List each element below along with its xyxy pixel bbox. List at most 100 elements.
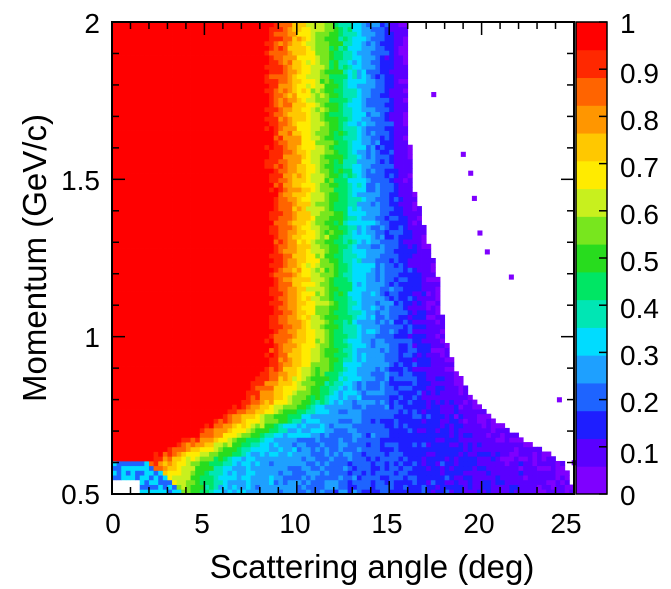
heatmap-cell	[236, 409, 242, 415]
heatmap-cell	[324, 295, 330, 301]
heatmap-cell	[453, 432, 459, 438]
heatmap-cell	[467, 475, 473, 481]
heatmap-cell	[282, 489, 288, 495]
heatmap-cell	[472, 404, 478, 410]
heatmap-cell	[352, 210, 358, 216]
heatmap-cell	[135, 291, 141, 297]
heatmap-cell	[259, 357, 265, 363]
heatmap-cell	[259, 243, 265, 249]
heatmap-cell	[315, 465, 321, 471]
heatmap-cell	[352, 224, 358, 231]
heatmap-cell	[361, 338, 367, 344]
heatmap-cell	[232, 418, 238, 424]
heatmap-cell	[467, 399, 473, 405]
heatmap-cell	[245, 295, 251, 301]
heatmap-cell	[343, 442, 349, 448]
heatmap-cell	[421, 319, 427, 325]
heatmap-cell	[241, 394, 247, 400]
heatmap-cell	[121, 239, 127, 245]
heatmap-cell	[324, 437, 330, 443]
heatmap-cell	[329, 380, 335, 386]
heatmap-cell	[259, 409, 265, 415]
heatmap-cell	[509, 484, 515, 490]
heatmap-cell	[486, 451, 492, 457]
heatmap-cell	[264, 385, 270, 391]
heatmap-cell	[416, 328, 422, 334]
heatmap-cell	[282, 376, 288, 382]
heatmap-cell	[310, 324, 316, 330]
heatmap-cell	[315, 258, 321, 264]
heatmap-cell	[139, 394, 145, 400]
heatmap-cell	[273, 413, 279, 419]
heatmap-cell	[472, 479, 478, 485]
heatmap-cell	[185, 262, 191, 268]
heatmap-cell	[403, 366, 409, 372]
heatmap-cell	[153, 489, 159, 495]
heatmap-cell	[352, 286, 358, 292]
heatmap-cell	[130, 437, 136, 443]
heatmap-cell	[218, 489, 224, 495]
heatmap-cell	[181, 475, 187, 481]
heatmap-cell	[176, 286, 182, 292]
heatmap-cell	[139, 272, 145, 278]
heatmap-cell	[329, 291, 335, 297]
heatmap-cell	[213, 380, 219, 386]
heatmap-cell	[306, 272, 312, 278]
heatmap-cell	[329, 328, 335, 334]
heatmap-cell	[213, 206, 219, 212]
heatmap-cell	[158, 475, 164, 481]
heatmap-cell	[222, 239, 228, 245]
heatmap-cell	[306, 390, 312, 396]
heatmap-cell	[458, 376, 464, 382]
heatmap-cell	[185, 347, 191, 353]
heatmap-cell	[209, 409, 215, 415]
heatmap-cell	[315, 475, 321, 481]
heatmap-cell	[421, 352, 427, 358]
heatmap-cell	[398, 352, 404, 358]
heatmap-cell	[403, 210, 409, 216]
heatmap-cell	[218, 196, 224, 202]
heatmap-cell	[324, 201, 330, 207]
heatmap-cell	[426, 361, 432, 367]
heatmap-cell	[292, 380, 298, 386]
heatmap-cell	[199, 210, 205, 216]
heatmap-cell	[185, 390, 191, 396]
heatmap-cell	[250, 234, 256, 240]
heatmap-cell	[375, 324, 381, 330]
heatmap-cell	[135, 371, 141, 377]
heatmap-cell	[490, 489, 496, 495]
heatmap-cell	[227, 286, 233, 292]
heatmap-cell	[148, 404, 154, 410]
heatmap-cell	[172, 404, 178, 410]
heatmap-cell	[213, 342, 219, 349]
heatmap-cell	[301, 432, 307, 438]
heatmap-cell	[310, 281, 316, 287]
heatmap-cell	[361, 267, 367, 273]
heatmap-cell	[426, 253, 432, 259]
heatmap-cell	[218, 451, 224, 457]
heatmap-cell	[130, 371, 136, 377]
heatmap-cell	[444, 399, 450, 405]
heatmap-cell	[245, 253, 251, 259]
heatmap-cell	[162, 427, 168, 434]
heatmap-cell	[463, 418, 469, 424]
heatmap-cell	[213, 338, 219, 344]
heatmap-cell	[282, 248, 288, 254]
heatmap-cell	[264, 347, 270, 353]
heatmap-cell	[541, 470, 547, 476]
heatmap-cell	[185, 253, 191, 259]
heatmap-cell	[398, 196, 404, 202]
heatmap-cell	[232, 446, 238, 452]
heatmap-cell	[112, 342, 118, 349]
heatmap-cell	[190, 314, 196, 320]
heatmap-cell	[356, 276, 362, 282]
heatmap-cell	[162, 361, 168, 367]
heatmap-cell	[264, 309, 270, 316]
heatmap-cell	[125, 210, 131, 216]
heatmap-cell	[199, 489, 205, 495]
heatmap-cell	[458, 442, 464, 448]
heatmap-cell	[370, 206, 376, 212]
heatmap-cell	[181, 427, 187, 434]
heatmap-cell	[375, 385, 381, 391]
heatmap-cell	[162, 215, 168, 221]
